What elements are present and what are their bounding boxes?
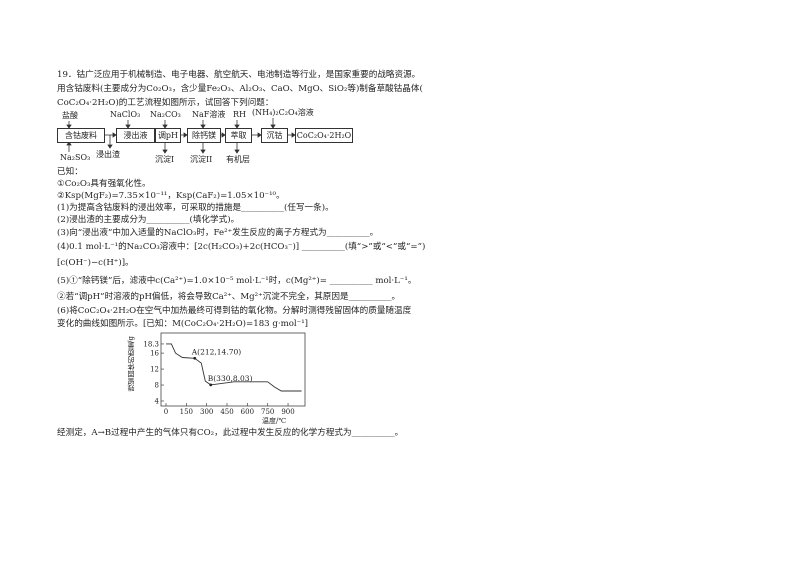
flow-output: 有机层 (226, 155, 250, 164)
question-part: 变化的曲线如图所示。[已知：M(CoC₂O₄·2H₂O)=183 g·mol⁻¹… (57, 319, 308, 329)
chart-frame (160, 332, 306, 407)
arrowhead-icon (112, 132, 117, 138)
question-part: ②若“调pH”时溶液的pH偏低，将会导致Ca²⁺、Mg²⁺沉淀不完全，其原因是_… (57, 292, 401, 302)
x-tick-label: 450 (220, 408, 233, 416)
known-item: ②Ksp(MgF₂)=7.35×10⁻¹¹，Ksp(CaF₂)=1.05×10⁻… (57, 191, 285, 201)
flow-step: 萃取 (225, 128, 252, 143)
arrowhead-icon (200, 149, 206, 154)
intro-line-3: CoC₂O₄·2H₂O)的工艺流程如图所示，试回答下列问题： (57, 98, 274, 108)
flow-input: (NH₄)₂C₂O₄溶液 (252, 108, 314, 117)
flow-step: 调pH (155, 128, 181, 143)
data-point (209, 383, 213, 387)
question-part: (6)将CoC₂O₄·2H₂O在空气中加热最终可得到钴的氧化物。分解时测得残留固… (57, 306, 412, 316)
flow-bottom-input: Na₂SO₃ (60, 153, 91, 162)
point-label: A(212,14.70) (191, 347, 242, 356)
arrowhead-icon (162, 149, 168, 154)
flow-step: 含钴废料 (57, 128, 105, 143)
arrowhead-icon (291, 132, 296, 138)
flow-input: 盐酸 (62, 111, 78, 120)
arrowhead-icon (66, 141, 72, 146)
arrowhead-icon (234, 124, 240, 129)
arrowhead-icon (66, 124, 72, 129)
flow-input: Na₂CO₃ (150, 110, 181, 119)
x-axis-label: 温度/℃ (262, 417, 287, 425)
arrowhead-icon (200, 124, 206, 129)
flow-input: RH (233, 110, 246, 119)
question-part: [c(OH⁻)−c(H⁺)]。 (57, 258, 134, 268)
x-tick-label: 150 (180, 408, 193, 416)
data-point (193, 356, 197, 360)
question-part: (3)向“浸出液”中加入适量的NaClO₃时，Fe²⁺发生反应的离子方程式为__… (57, 228, 379, 238)
question-part: (4)0.1 mol·L⁻¹的Na₂CO₃溶液中：[2c(H₂CO₃)+2c(H… (57, 242, 426, 252)
flow-output: 浸出渣 (96, 150, 120, 159)
arrowhead-icon (221, 132, 226, 138)
mass-curve (166, 343, 302, 392)
arrowhead-icon (107, 144, 113, 149)
arrowhead-icon (270, 124, 276, 129)
arrowhead-icon (257, 132, 262, 138)
x-tick-label: 900 (281, 408, 294, 416)
known-label: 已知： (57, 167, 83, 177)
flow-step: 除钙镁 (187, 128, 221, 143)
y-tick-label: 16 (150, 350, 159, 358)
known-item: ①Co₂O₃具有强氧化性。 (57, 179, 151, 189)
question-part: (2)浸出渣的主要成分为__________(填化学式)。 (57, 215, 240, 225)
x-tick-label: 600 (241, 408, 254, 416)
y-tick-label: 12 (150, 366, 159, 374)
flow-step: 浸出液 (116, 128, 155, 143)
x-tick-label: 0 (164, 408, 168, 416)
arrowhead-icon (162, 124, 168, 129)
question-part: (1)为提高含钴废料的浸出效率，可采取的措施是__________(任写一条)。 (57, 203, 334, 213)
y-tick-label: 4 (155, 398, 160, 406)
y-tick-label: 18.3 (143, 340, 159, 348)
arrowhead-icon (125, 124, 131, 129)
y-tick-label: 8 (155, 382, 159, 390)
flow-output: 沉淀I (155, 155, 175, 164)
question-part: (5)①“除钙镁”后，滤液中c(Ca²⁺)=1.0×10⁻⁵ mol·L⁻¹时，… (57, 276, 417, 286)
arrowhead-icon (234, 149, 240, 154)
flow-input: NaClO₃ (110, 110, 141, 119)
point-label: B(330,8.03) (208, 374, 253, 383)
final-question: 经测定，A→B过程中产生的气体只有CO₂，此过程中发生反应的化学方程式为____… (57, 428, 404, 438)
x-tick-label: 300 (200, 408, 213, 416)
arrowhead-icon (183, 132, 188, 138)
flow-output: 沉淀II (190, 155, 213, 164)
flow-step: CoC₂O₄·2H₂O (295, 128, 353, 143)
flow-step: 沉钴 (261, 128, 288, 143)
y-axis-label: 残留固体的质量/g (127, 336, 135, 392)
intro-line-1: 19．钴广泛应用于机械制造、电子电器、航空航天、电池制造等行业，是国家重要的战略… (57, 70, 421, 80)
x-tick-label: 750 (261, 408, 274, 416)
intro-line-2: 用含钴废料(主要成分为Co₂O₃，含少量Fe₂O₃、Al₂O₃、CaO、MgO、… (57, 84, 423, 94)
flow-input: NaF溶液 (192, 110, 226, 119)
